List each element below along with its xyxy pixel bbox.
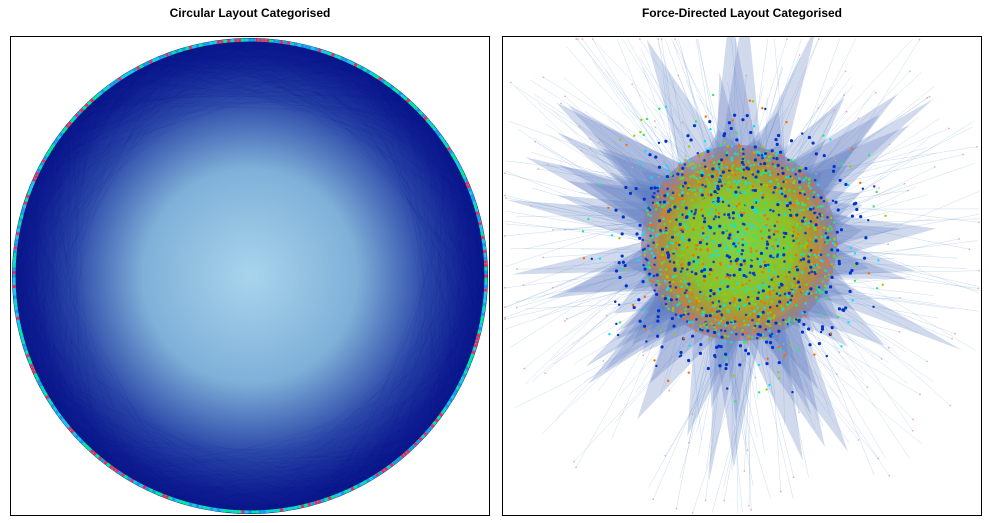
force-directed-layout-title: Force-Directed Layout Categorised bbox=[641, 6, 843, 20]
force-directed-layout-panel bbox=[502, 36, 982, 516]
circular-layout-title: Circular Layout Categorised bbox=[169, 6, 331, 20]
circular-layout-graph bbox=[12, 38, 488, 514]
circular-edge-mass bbox=[12, 38, 488, 514]
circular-node-ring bbox=[12, 38, 488, 514]
circular-layout-panel bbox=[10, 36, 490, 516]
circular-edges bbox=[13, 39, 487, 513]
force-directed-nodes bbox=[581, 93, 887, 403]
force-directed-graph bbox=[504, 37, 980, 514]
